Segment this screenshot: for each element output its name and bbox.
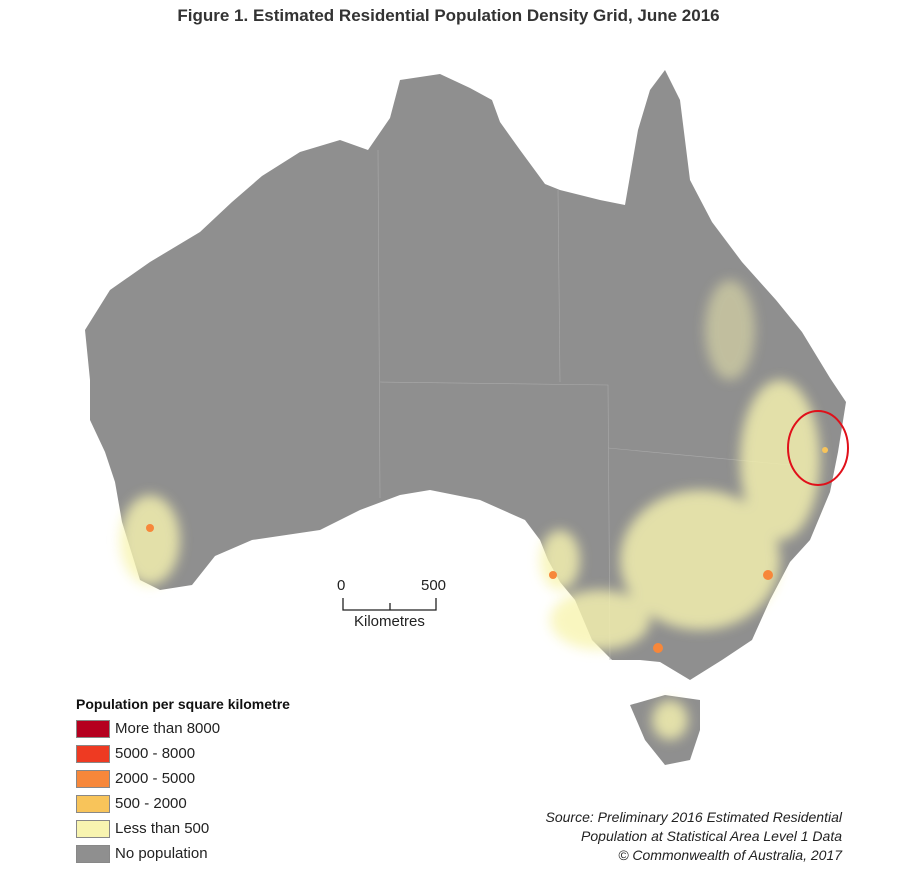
scale-start-label: 0 (337, 577, 346, 594)
legend-swatch (76, 819, 110, 838)
legend-label: 500 - 2000 (115, 795, 187, 812)
city-markers (146, 447, 828, 653)
legend-swatch (76, 794, 110, 813)
legend-item: 500 - 2000 (76, 791, 290, 816)
source-line-2: Population at Statistical Area Level 1 D… (581, 828, 842, 844)
legend-label: More than 8000 (115, 720, 221, 737)
legend-item: 2000 - 5000 (76, 766, 290, 791)
highlight-circle (787, 410, 849, 486)
legend-item: More than 8000 (76, 716, 290, 741)
legend-swatch (76, 744, 110, 763)
source-note: Source: Preliminary 2016 Estimated Resid… (546, 808, 842, 865)
source-line-3: © Commonwealth of Australia, 2017 (618, 847, 842, 863)
legend-label: 2000 - 5000 (115, 770, 196, 787)
legend-item: Less than 500 (76, 816, 290, 841)
legend-label: No population (115, 845, 208, 862)
legend-item: 5000 - 8000 (76, 741, 290, 766)
legend-label: 5000 - 8000 (115, 745, 196, 762)
legend-item: No population (76, 841, 290, 866)
legend-title: Population per square kilometre (76, 696, 290, 712)
scale-end-label: 500 (421, 577, 447, 594)
legend: Population per square kilometre More tha… (76, 696, 290, 866)
scale-bar (342, 598, 437, 611)
legend-swatch (76, 769, 110, 788)
legend-swatch (76, 844, 110, 863)
state-borders (377, 149, 791, 661)
legend-label: Less than 500 (115, 820, 210, 837)
legend-swatch (76, 719, 110, 738)
figure-title: Figure 1. Estimated Residential Populati… (177, 6, 720, 25)
source-line-1: Source: Preliminary 2016 Estimated Resid… (545, 809, 842, 825)
scale-unit-label: Kilometres (354, 613, 425, 630)
